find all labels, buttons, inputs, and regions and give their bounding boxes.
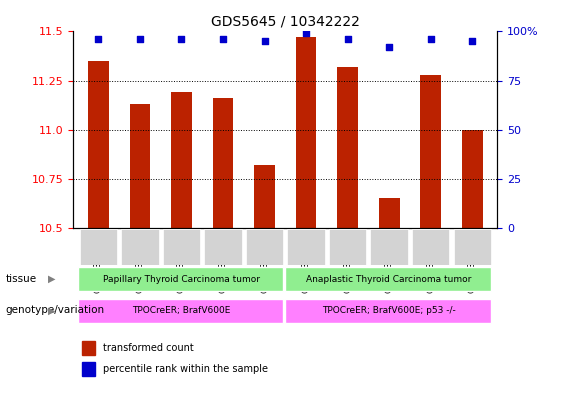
Text: ▶: ▶ — [48, 274, 55, 284]
Point — [468, 38, 477, 44]
FancyBboxPatch shape — [246, 229, 283, 264]
FancyBboxPatch shape — [329, 229, 366, 264]
FancyBboxPatch shape — [77, 299, 283, 323]
Point — [177, 36, 186, 42]
Text: Papillary Thyroid Carcinoma tumor: Papillary Thyroid Carcinoma tumor — [103, 275, 260, 283]
FancyBboxPatch shape — [163, 229, 200, 264]
Bar — [82, 341, 95, 355]
Point — [260, 38, 269, 44]
FancyBboxPatch shape — [285, 267, 491, 292]
Bar — [88, 61, 108, 228]
Bar — [295, 37, 316, 228]
Point — [94, 36, 103, 42]
Bar — [379, 198, 399, 228]
Text: tissue: tissue — [6, 274, 37, 284]
Text: genotype/variation: genotype/variation — [6, 305, 105, 316]
FancyBboxPatch shape — [412, 229, 449, 264]
FancyBboxPatch shape — [371, 229, 408, 264]
Text: TPOCreER; BrafV600E; p53 -/-: TPOCreER; BrafV600E; p53 -/- — [322, 306, 456, 315]
Point — [136, 36, 145, 42]
Text: percentile rank within the sample: percentile rank within the sample — [103, 364, 268, 375]
Point — [302, 30, 311, 37]
Bar — [212, 98, 233, 228]
FancyBboxPatch shape — [454, 229, 491, 264]
FancyBboxPatch shape — [288, 229, 325, 264]
Point — [219, 36, 228, 42]
Bar — [82, 362, 95, 376]
FancyBboxPatch shape — [77, 267, 283, 292]
Bar — [171, 92, 192, 228]
Point — [385, 44, 394, 50]
Text: transformed count: transformed count — [103, 343, 194, 353]
Bar — [254, 165, 275, 228]
Point — [426, 36, 435, 42]
Bar — [337, 67, 358, 228]
Text: ▶: ▶ — [48, 305, 55, 316]
Point — [343, 36, 352, 42]
Text: Anaplastic Thyroid Carcinoma tumor: Anaplastic Thyroid Carcinoma tumor — [306, 275, 472, 283]
FancyBboxPatch shape — [121, 229, 159, 264]
Title: GDS5645 / 10342222: GDS5645 / 10342222 — [211, 15, 360, 29]
FancyBboxPatch shape — [80, 229, 117, 264]
FancyBboxPatch shape — [285, 299, 491, 323]
Bar — [129, 104, 150, 228]
Bar — [462, 130, 483, 228]
Bar — [420, 75, 441, 228]
FancyBboxPatch shape — [205, 229, 242, 264]
Text: TPOCreER; BrafV600E: TPOCreER; BrafV600E — [132, 306, 231, 315]
